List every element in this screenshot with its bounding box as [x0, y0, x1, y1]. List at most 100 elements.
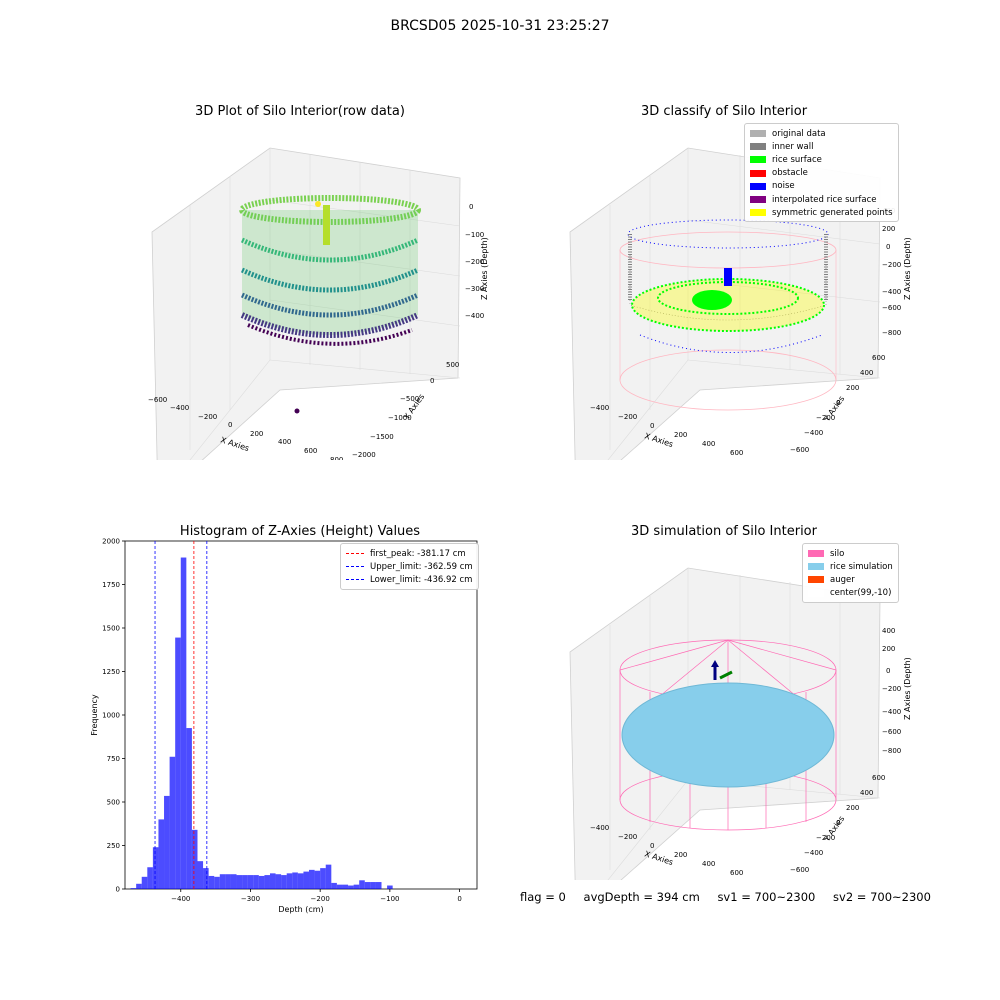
simulation-x-axis-label: X Axies	[643, 849, 674, 867]
histogram-bar	[269, 873, 276, 889]
histogram-bar	[364, 882, 371, 889]
histogram-bar	[309, 869, 315, 889]
legend-label: rice surface	[772, 154, 822, 165]
histogram-bar	[292, 872, 298, 889]
legend-entry: rice simulation	[808, 560, 893, 573]
legend-label: inner wall	[772, 141, 814, 152]
x-tick-label: −300	[241, 895, 260, 903]
z-tick-label: −400	[882, 708, 901, 716]
legend-swatch	[808, 589, 824, 597]
histogram-bar	[281, 875, 287, 889]
legend-swatch	[808, 550, 824, 558]
histogram-bar	[314, 870, 321, 889]
x-tick-label: −200	[618, 833, 637, 841]
raw-x-axis-label: X Axies	[219, 435, 250, 453]
legend-label: first_peak: -381.17 cm	[370, 548, 466, 559]
y-tick-label: 500	[107, 799, 120, 807]
classify-plot-title: 3D classify of Silo Interior	[640, 104, 808, 119]
raw-point-cloud	[239, 195, 421, 414]
simulation-x-ticks: −400 −200 0 200 400 600	[590, 824, 743, 877]
legend-entry: silo	[808, 547, 893, 560]
y-tick-label: −200	[816, 834, 835, 842]
raw-plot-title: 3D Plot of Silo Interior(row data)	[195, 104, 405, 119]
legend-label: silo	[830, 548, 845, 559]
histogram-bar	[348, 885, 354, 889]
raw-z-ticks: 0 −100 −200 −300 −400	[465, 203, 484, 320]
z-tick-label: 0	[886, 243, 890, 251]
x-tick-label: −600	[148, 396, 167, 404]
histogram-bar	[375, 882, 382, 889]
raw-y-ticks: 500 0 −500 −1000 −1500 −2000	[352, 361, 459, 459]
x-tick-label: 400	[702, 860, 715, 868]
histogram-bar	[342, 884, 349, 889]
y-tick-label: 1000	[102, 712, 120, 720]
histogram-bar	[147, 867, 153, 889]
y-tick-label: −500	[400, 395, 419, 403]
x-tick-label: 600	[730, 869, 743, 877]
histogram-bar	[286, 873, 293, 889]
histogram-bar	[169, 756, 176, 889]
x-tick-label: 0	[650, 422, 654, 430]
histogram-bar	[297, 873, 304, 889]
x-tick-label: −100	[380, 895, 399, 903]
simulation-plot-title: 3D simulation of Silo Interior	[631, 524, 817, 539]
legend-label: Lower_limit: -436.92 cm	[370, 574, 473, 585]
legend-swatch	[750, 130, 766, 138]
simulation-y-ticks: 600 400 200 0 −200 −400 −600	[790, 774, 885, 874]
histogram-bar	[264, 875, 270, 889]
z-tick-label: −400	[882, 288, 901, 296]
classify-x-axis-label: X Axies	[643, 431, 674, 449]
x-tick-label: −200	[198, 413, 217, 421]
y-tick-label: 250	[107, 842, 120, 850]
y-tick-label: 1500	[102, 625, 120, 633]
y-tick-label: 750	[107, 755, 120, 763]
legend-label: noise	[772, 181, 795, 192]
simulation-rice-surface	[621, 682, 835, 788]
legend-entry: original data	[750, 127, 893, 140]
z-tick-label: −100	[465, 231, 484, 239]
y-tick-label: −600	[790, 866, 809, 874]
raw-3d-plot: −600 −400 −200 0 200 400 600 800 X Axies…	[148, 147, 489, 460]
raw-grid	[189, 148, 461, 460]
legend-swatch	[750, 182, 766, 190]
classify-y-ticks: 600 400 200 0 −200 −400 −600	[790, 354, 885, 454]
histogram-bar	[303, 871, 310, 889]
x-tick-label: 400	[702, 440, 715, 448]
histogram-legend: first_peak: -381.17 cm Upper_limit: -362…	[340, 543, 479, 590]
x-tick-label: 0	[650, 842, 654, 850]
legend-entry: interpolated rice surface	[750, 193, 893, 206]
legend-swatch	[750, 143, 766, 151]
histogram-bar	[214, 876, 220, 889]
histogram-bar	[320, 868, 326, 889]
y-tick-label: −400	[804, 429, 823, 437]
histogram-bar	[130, 888, 137, 889]
z-tick-label: 0	[886, 667, 890, 675]
legend-swatch	[750, 156, 766, 164]
z-tick-label: 0	[469, 203, 473, 211]
legend-entry: noise	[750, 180, 893, 193]
x-tick-label: 600	[304, 447, 317, 455]
histogram-bar	[247, 875, 254, 889]
histogram-bar	[258, 875, 265, 889]
z-tick-label: −200	[882, 261, 901, 269]
legend-swatch	[346, 553, 364, 555]
legend-entry: auger	[808, 573, 893, 586]
simulation-z-axis-label: Z Axies (Depth)	[903, 657, 912, 720]
histogram-bar	[175, 637, 181, 889]
histogram-y-axis-label: Frequency	[90, 694, 99, 736]
y-tick-label: 600	[872, 774, 885, 782]
classify-z-axis-label: Z Axies (Depth)	[903, 237, 912, 300]
z-tick-label: −800	[882, 329, 901, 337]
legend-swatch	[808, 576, 824, 584]
y-tick-label: 0	[836, 399, 840, 407]
histogram-bar	[186, 728, 192, 889]
z-tick-label: −800	[882, 747, 901, 755]
histogram-bar	[164, 795, 170, 889]
legend-label: original data	[772, 128, 826, 139]
histogram-bar	[203, 868, 209, 889]
histogram-bar	[387, 885, 393, 889]
histogram-bar	[219, 874, 226, 889]
histogram-bar	[336, 884, 343, 889]
sv1-value: sv1 = 700~2300	[717, 890, 816, 904]
y-tick-label: −200	[816, 414, 835, 422]
